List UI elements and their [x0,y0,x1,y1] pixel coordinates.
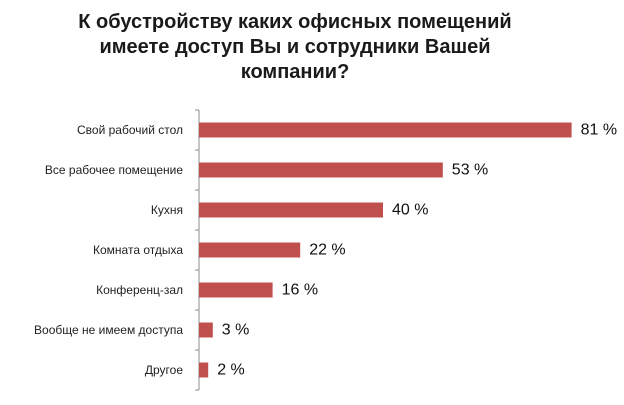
chart-title-line-3: компании? [240,61,350,83]
category-label: Все рабочее помещение [45,163,183,177]
chart-title-line-2: имеете доступ Вы и сотрудники Вашей [99,36,491,58]
value-label: 81 % [581,122,617,139]
chart-title: К обустройству каких офисных помещений и… [40,10,550,85]
plot-area: Свой рабочий стол 81 % Все рабочее помещен… [34,109,617,391]
bar [199,322,213,338]
bar [199,122,572,138]
category-label: Другое [145,363,183,377]
category-label: Свой рабочий стол [77,123,183,137]
bar [199,362,209,378]
chart-title-line-1: К обустройству каких офисных помещений [78,11,512,33]
value-label: 2 % [217,362,245,379]
value-label: 3 % [222,322,250,339]
value-label: 40 % [392,202,428,219]
value-label: 16 % [282,282,318,299]
category-label: Комната отдыха [93,243,183,257]
category-label: Кухня [151,203,183,217]
category-label: Конференц-зал [96,283,183,297]
value-label: 22 % [309,242,345,259]
category-label: Вообще не имеем доступа [34,323,183,337]
bar [199,202,383,218]
bar [199,162,443,178]
bar [199,282,273,298]
value-label: 53 % [452,162,488,179]
bar [199,242,301,258]
